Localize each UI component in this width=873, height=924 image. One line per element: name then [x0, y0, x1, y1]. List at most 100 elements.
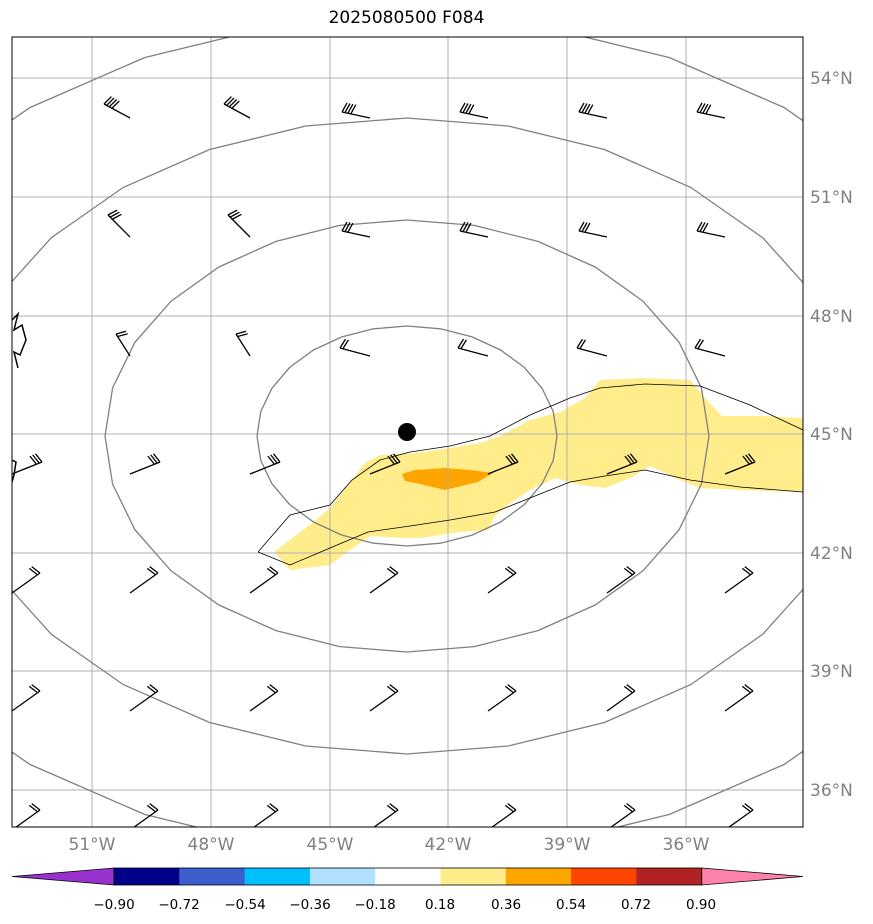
wind-barb-feather	[31, 566, 41, 574]
colorbar-swatch	[571, 868, 637, 885]
wind-barb-feather	[0, 334, 10, 337]
wind-barb-staff	[369, 690, 399, 712]
wind-barb-feather	[269, 566, 279, 574]
wind-barb-feather	[150, 454, 158, 464]
wind-barb-feather	[705, 104, 712, 115]
wind-barb-feather	[28, 685, 38, 694]
wind-barb-staff	[12, 461, 43, 475]
wind-barb-feather	[235, 330, 247, 335]
wind-barb-staff	[249, 461, 281, 475]
wind-barb-feather	[0, 212, 1, 217]
wind-barb-feather	[508, 454, 516, 464]
lon-label: 48°W	[188, 835, 235, 855]
wind-barb-feather	[504, 804, 514, 813]
wind-barb-feather	[103, 96, 112, 105]
wind-barb-feather	[237, 333, 248, 338]
wind-barb-feather	[626, 803, 636, 811]
wind-barb-feather	[462, 222, 469, 232]
wind-barb-feather	[34, 453, 43, 463]
wind-barb-staff	[576, 347, 608, 357]
wind-barb-feather	[231, 100, 240, 109]
wind-barb-feather	[117, 333, 128, 338]
wind-barb-feather	[459, 221, 466, 232]
center-marker	[398, 423, 416, 441]
wind-barb-staff	[606, 572, 636, 594]
wind-barb-feather	[744, 566, 754, 574]
wind-barb-staff	[578, 111, 608, 119]
graticule	[12, 37, 803, 827]
wind-barb-feather	[507, 684, 517, 692]
range-rings	[12, 37, 803, 827]
wind-barb-feather	[504, 685, 514, 694]
wind-barb-feather	[696, 102, 703, 113]
wind-barb-staff	[724, 690, 754, 712]
wind-barb-staff	[249, 690, 279, 712]
wind-barb-staff	[457, 347, 489, 357]
colorbar-tick-label: −0.72	[158, 897, 199, 913]
colorbar-swatch	[244, 868, 311, 885]
wind-barb-feather	[109, 211, 120, 218]
wind-barbs	[0, 96, 756, 827]
wind-barb-feather	[390, 454, 398, 464]
lat-label: 45°N	[810, 425, 853, 445]
wind-barb-feather	[460, 339, 467, 350]
wind-barb-feather	[626, 684, 636, 692]
wind-barb-feather	[227, 209, 238, 216]
wind-barb-feather	[146, 567, 156, 576]
wind-barb-staff	[12, 117, 13, 118]
wind-barb-feather	[465, 222, 472, 233]
wind-barb-staff	[103, 103, 131, 119]
wind-barb-feather	[742, 455, 750, 465]
wind-barb-feather	[699, 222, 706, 232]
wind-barb-feather	[152, 453, 161, 463]
colorbar-swatch	[309, 868, 376, 885]
wind-barb-staff	[129, 572, 159, 594]
wind-barb-feather	[32, 454, 40, 464]
wind-barb-feather	[342, 339, 349, 350]
colorbar-tick-label: −0.18	[354, 897, 395, 913]
wind-barb-feather	[578, 221, 585, 232]
wind-barb-feather	[266, 804, 276, 813]
wind-barb-feather	[0, 331, 8, 334]
wind-barb-feather	[347, 222, 354, 233]
wind-barb-feather	[627, 454, 635, 464]
wind-barb-staff	[369, 572, 399, 594]
wind-barb-feather	[341, 102, 348, 113]
wind-barb-feather	[107, 209, 118, 216]
wind-barb-feather	[147, 455, 155, 465]
lon-label: 51°W	[69, 835, 116, 855]
wind-barb-feather	[272, 453, 281, 463]
colorbar-swatch	[114, 868, 180, 885]
wind-barb-feather	[146, 685, 156, 694]
wind-barb-feather	[459, 102, 466, 113]
wind-barb-feather	[229, 211, 240, 218]
wind-barb-feather	[465, 103, 472, 114]
wind-barb-feather	[745, 454, 753, 464]
wind-barb-feather	[702, 103, 709, 114]
lat-label: 51°N	[810, 188, 853, 208]
range-ring	[104, 219, 710, 653]
colorbar-swatch	[179, 868, 246, 885]
wind-barb-staff	[12, 572, 41, 594]
wind-barb-feather	[389, 684, 399, 692]
wind-barb-staff	[341, 111, 371, 119]
thin-contour	[257, 383, 803, 566]
colorbar-tick-label: −0.36	[289, 897, 330, 913]
wind-barb-feather	[108, 99, 118, 108]
colorbar-outline	[113, 867, 703, 886]
wind-barb-feather	[741, 804, 751, 813]
wind-barb-feather	[623, 685, 633, 694]
longitude-labels: 51°W 48°W 45°W 42°W 39°W 36°W	[69, 835, 710, 855]
wind-barb-feather	[747, 453, 756, 463]
shaded-field-weak	[274, 378, 803, 570]
wind-barb-feather	[266, 685, 276, 694]
wind-barb-feather	[694, 338, 702, 349]
wind-barb-feather	[106, 97, 115, 106]
colorbar-labels: −0.90 −0.72 −0.54 −0.36 −0.18 0.18 0.36 …	[93, 897, 716, 913]
wind-barb-staff	[12, 236, 13, 237]
wind-barb-feather	[741, 567, 751, 576]
wind-barb-staff	[606, 690, 636, 712]
wind-barb-feather	[231, 213, 242, 220]
wind-barb-feather	[344, 222, 351, 232]
